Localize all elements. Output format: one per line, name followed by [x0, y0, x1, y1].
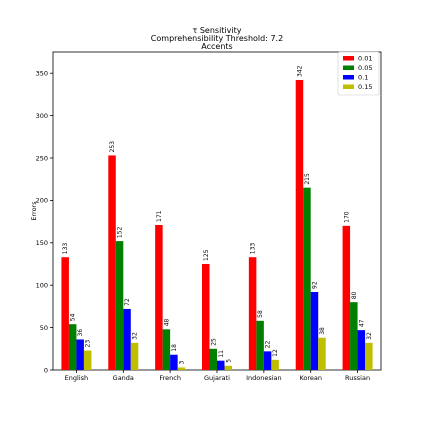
data-label: 171: [156, 210, 163, 222]
data-label: 170: [343, 211, 350, 223]
x-tick-label: Indonesian: [246, 374, 282, 382]
data-label: 18: [171, 344, 178, 352]
bar: [202, 264, 210, 370]
bar: [130, 342, 139, 370]
legend-swatch: [343, 84, 354, 89]
data-label: 48: [163, 318, 170, 326]
chart-title-line-1: τ Sensitivity: [192, 26, 241, 35]
data-label: 125: [203, 249, 210, 261]
data-label: 47: [358, 319, 365, 327]
data-label: 253: [109, 141, 116, 153]
bar: [76, 339, 84, 370]
data-label: 72: [124, 298, 131, 306]
bar: [318, 337, 326, 370]
y-tick-label: 150: [36, 239, 48, 247]
chart-title-line-3: Accents: [201, 42, 232, 51]
bar: [177, 367, 186, 370]
legend-swatch: [343, 56, 354, 61]
data-label: 80: [351, 291, 358, 299]
data-label: 5: [225, 359, 232, 363]
chart-title-line-2: Comprehensibility Threshold: 7.2: [151, 34, 283, 43]
bar: [61, 257, 69, 370]
legend-frame: [337, 51, 380, 96]
legend-entry-label: 0.01: [358, 54, 372, 62]
data-label: 152: [117, 226, 124, 238]
bar: [271, 359, 279, 370]
data-label: 3: [178, 360, 185, 364]
data-label: 342: [296, 65, 303, 77]
y-tick-label: 100: [36, 282, 48, 290]
bar: [295, 79, 304, 370]
data-label: 32: [366, 332, 373, 340]
data-label: 54: [70, 313, 77, 321]
bar: [310, 291, 319, 370]
plot-frame: [52, 51, 382, 371]
y-axis-label: Errors: [30, 201, 38, 221]
bar: [155, 224, 163, 370]
legend-swatch: [343, 65, 354, 70]
legend-entry-label: 0.05: [358, 64, 372, 72]
axes: 0 50 100 150 200 250 300 350 Errors English Ganda F…: [30, 51, 382, 382]
bar: [115, 241, 124, 370]
data-label: 11: [218, 350, 225, 358]
data-label: 23: [85, 340, 92, 348]
bar: [162, 329, 171, 370]
data-label: 133: [250, 243, 257, 255]
y-tick-label: 350: [36, 70, 48, 78]
legend-entry-label: 0.1: [358, 73, 368, 81]
bar: [68, 324, 77, 370]
bar: [170, 354, 178, 370]
bar: [303, 187, 311, 370]
data-label: 133: [62, 243, 69, 255]
data-label: 215: [304, 173, 311, 185]
x-tick-label: Korean: [299, 374, 322, 382]
bar: [357, 330, 366, 370]
bar: [217, 360, 225, 370]
bar: [342, 225, 351, 370]
y-tick-label: 300: [36, 112, 48, 120]
bar: [248, 257, 257, 370]
x-tick-label: Ganda: [113, 374, 134, 382]
bar: [224, 365, 232, 370]
bar: [209, 348, 217, 370]
data-label: 58: [257, 310, 264, 318]
bar: [256, 320, 264, 370]
bar: [108, 155, 116, 370]
legend: 0.01 0.050.1 0.15: [337, 51, 380, 96]
data-label: 32: [132, 332, 139, 340]
x-tick-label: English: [65, 374, 88, 382]
bar: [350, 302, 358, 370]
data-label: 12: [272, 349, 279, 357]
data-label: 38: [319, 327, 326, 335]
y-tick-label: 0: [44, 366, 48, 374]
data-label: 22: [265, 341, 272, 349]
data-label: 92: [311, 281, 318, 289]
x-tick-label: French: [159, 374, 181, 382]
bar: [263, 351, 272, 370]
y-tick-label: 50: [40, 324, 48, 332]
data-label: 36: [77, 329, 84, 337]
legend-swatch: [343, 75, 354, 80]
legend-entry-label: 0.15: [358, 83, 372, 91]
y-tick-label: 250: [36, 154, 48, 162]
bar: [365, 342, 373, 370]
bar: [123, 308, 131, 370]
x-tick-label: Gujarati: [204, 374, 230, 382]
x-tick-label: Russian: [345, 374, 370, 382]
data-label: 25: [210, 338, 217, 346]
y-tick-label: 200: [36, 197, 48, 205]
bar: [83, 350, 92, 370]
